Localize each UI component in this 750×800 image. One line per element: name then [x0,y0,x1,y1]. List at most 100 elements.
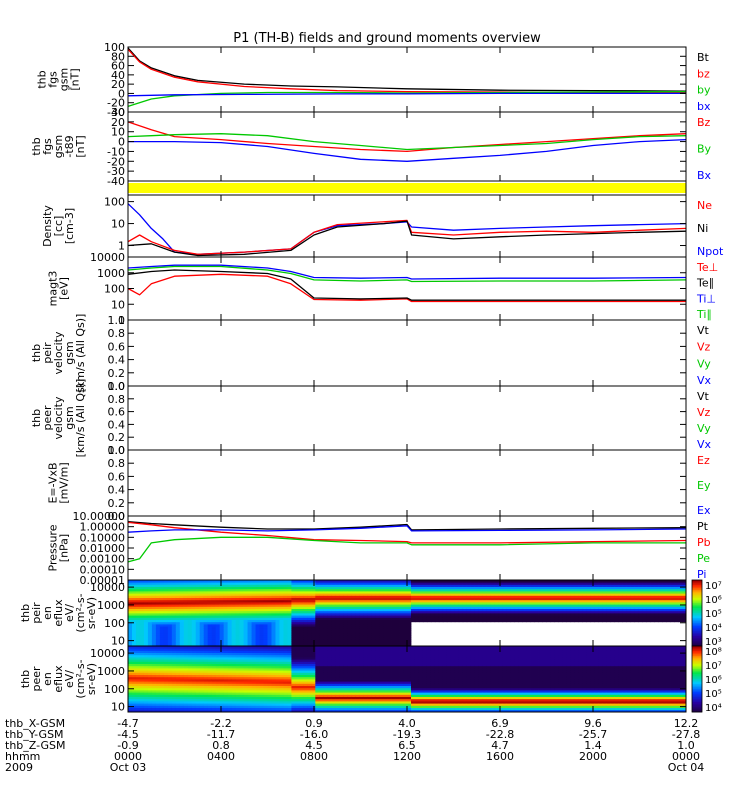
spectrogram-cell [323,643,328,647]
spectrogram-cell [235,681,240,684]
spectrogram-cell [486,615,492,618]
spectrogram-cell [187,698,193,702]
spectrogram-cell [498,582,504,585]
spectrogram-cell [227,617,233,620]
spectrogram-cell [538,617,543,620]
spectrogram-cell [291,586,296,590]
spectrogram-cell [307,617,312,620]
spectrogram-cell [231,597,237,601]
spectrogram-cell [247,604,252,607]
spectrogram-cell [135,705,141,708]
spectrogram-cell [506,610,512,614]
spectrogram-cell [263,602,268,605]
spectrogram-cell [151,628,157,631]
spectrogram-cell [502,588,508,592]
spectrogram-cell [662,619,667,623]
y-tick-label: -30 [107,165,125,178]
spectrogram-cell [167,635,173,638]
spectrogram-cell [466,599,472,603]
spectrogram-cell [486,584,492,587]
spectrogram-cell [239,613,244,616]
spectrogram-cell [191,696,197,700]
spectrogram-cell [175,599,181,603]
spectrogram-cell [391,626,396,629]
spectrogram-cell [135,698,141,702]
spectrogram-cell [395,597,400,601]
spectrogram-cell [379,639,384,642]
spectrogram-cell [155,617,161,620]
spectrogram-cell [135,588,141,592]
spectrogram-cell [135,659,141,662]
spectrogram-cell [367,619,372,623]
spectrogram-cell [291,694,296,697]
y-tick-label: -40 [107,175,125,188]
spectrogram-cell [155,707,161,711]
spectrogram-cell [538,580,543,583]
spectrogram-cell [566,615,571,618]
spectrogram-cell [159,692,165,695]
spectrogram-cell [307,593,312,596]
spectrogram-cell [658,602,663,605]
spectrogram-cell [175,580,181,583]
spectrogram-cell [275,665,280,669]
spectrogram-cell [187,676,193,680]
spectrogram-cell [319,624,324,627]
spectrogram-cell [407,593,412,596]
spectrogram-cell [442,599,448,603]
spectrogram-cell [203,692,209,695]
spectrogram-cell [163,641,169,645]
spectrogram-cell [630,604,635,607]
spectrogram-cell [315,635,320,638]
spectrogram-cell [211,652,217,656]
spectrogram-cell [662,584,667,587]
spectrogram-cell [562,604,567,607]
spectrogram-cell [203,604,209,607]
spectrogram-cell [323,599,328,603]
spectrogram-cell [155,593,161,596]
spectrogram-cell [163,692,169,695]
spectrogram-cell [271,670,276,673]
spectrogram-cell [147,582,153,585]
spectrogram-cell [179,676,185,680]
spectrogram-cell [399,635,404,638]
spectrogram-cell [327,635,332,638]
spectrogram-cell [231,703,237,706]
spectrogram-cell [462,604,468,607]
spectrogram-cell [211,604,217,607]
spectrogram-cell [347,595,352,598]
spectrogram-cell [271,679,276,682]
spectrogram-cell [215,615,221,618]
spectrogram-cell [147,613,153,616]
spectrogram-cell [175,679,181,682]
spectrogram-cell [247,602,252,605]
spectrogram-cell [135,599,141,603]
spectrogram-cell [175,604,181,607]
spectrogram-cell [291,703,296,706]
spectrogram-cell [399,639,404,642]
spectrogram-cell [566,602,571,605]
spectrogram-cell [287,672,292,675]
spectrogram-cell [263,613,268,616]
spectrogram-cell [179,692,185,695]
spectrogram-cell [239,593,244,596]
spectrogram-cell [355,624,360,627]
spectrogram-cell [550,595,555,598]
spectrogram-cell [594,595,599,598]
spectrogram-cell [203,617,209,620]
spectrogram-cell [403,639,408,642]
spectrogram-cell [203,637,209,640]
spectrogram-cell [283,672,288,675]
spectrogram-cell [351,641,356,645]
spectrogram-cell [574,580,579,583]
spectrogram-cell [211,626,217,629]
spectrogram-cell [199,591,205,594]
spectrogram-cell [143,619,149,623]
spectrogram-cell [502,613,508,616]
spectrogram-cell [283,610,288,614]
spectrogram-cell [128,646,133,649]
spectrogram-cell [223,687,229,691]
spectrogram-cell [299,621,304,625]
spectrogram-cell [279,580,284,583]
spectrogram-cell [143,687,149,691]
spectrogram-cell [139,586,145,590]
